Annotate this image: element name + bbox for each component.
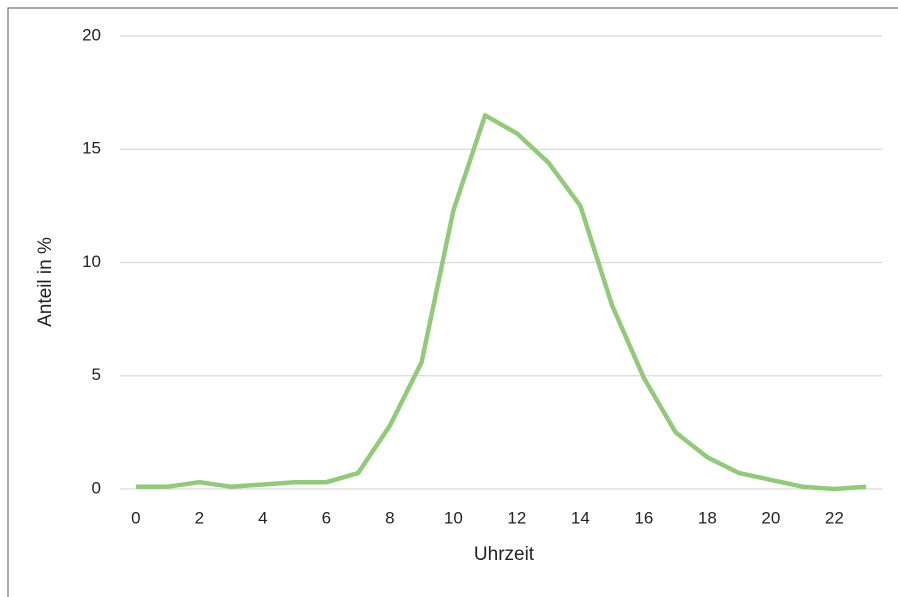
y-tick-label: 10 <box>82 252 101 271</box>
y-axis-label: Anteil in % <box>35 237 56 327</box>
y-tick-label: 5 <box>92 365 101 384</box>
y-tick-label: 0 <box>92 478 101 497</box>
chart-frame <box>7 7 898 597</box>
line-series <box>135 113 867 492</box>
x-tick-label: 6 <box>322 508 331 527</box>
x-tick-label: 10 <box>444 508 463 527</box>
x-tick-label: 22 <box>825 508 844 527</box>
x-tick-label: 0 <box>131 508 140 527</box>
x-tick-label: 16 <box>634 508 653 527</box>
y-tick-label: 20 <box>82 25 101 44</box>
y-tick-label: 15 <box>82 139 101 158</box>
x-tick-label: 4 <box>258 508 267 527</box>
x-axis-label: Uhrzeit <box>474 544 535 565</box>
x-tick-label: 8 <box>385 508 394 527</box>
x-tick-label: 20 <box>761 508 780 527</box>
x-tick-label: 12 <box>507 508 526 527</box>
x-tick-label: 2 <box>195 508 204 527</box>
x-tick-label: 14 <box>571 508 590 527</box>
x-tick-label: 18 <box>698 508 717 527</box>
